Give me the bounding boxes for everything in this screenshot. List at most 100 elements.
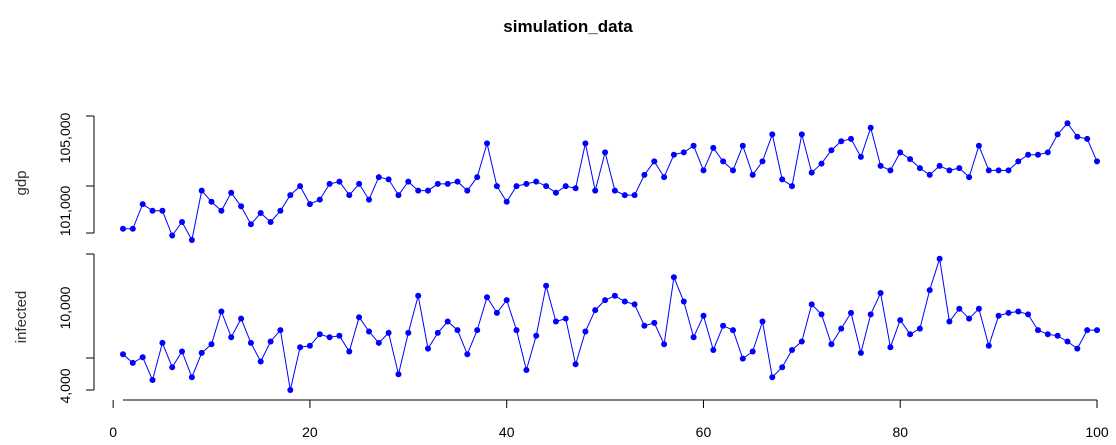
infected-point bbox=[680, 298, 687, 305]
infected-point bbox=[975, 305, 982, 312]
gdp-point bbox=[720, 158, 727, 165]
gdp-point bbox=[975, 142, 982, 149]
infected-y-tick-label-low: 4,000 bbox=[57, 368, 73, 403]
infected-point bbox=[159, 339, 166, 346]
gdp-point bbox=[297, 183, 304, 190]
gdp-point bbox=[1074, 133, 1081, 140]
infected-point bbox=[730, 327, 736, 334]
infected-point bbox=[198, 349, 205, 356]
infected-point bbox=[690, 334, 697, 341]
gdp-point bbox=[543, 183, 550, 190]
gdp-point bbox=[916, 165, 923, 172]
gdp-y-tick-label-low: 101,000 bbox=[57, 185, 73, 236]
infected-y-tick-label-high: 10,000 bbox=[57, 286, 73, 329]
infected-point bbox=[385, 329, 392, 336]
gdp-point bbox=[769, 131, 776, 138]
infected-point bbox=[454, 327, 461, 334]
infected-point bbox=[985, 342, 992, 349]
gdp-point bbox=[208, 198, 215, 205]
gdp-point bbox=[247, 221, 254, 228]
gdp-point bbox=[818, 160, 825, 167]
infected-point bbox=[966, 315, 973, 322]
infected-point bbox=[798, 338, 805, 345]
infected-point bbox=[1064, 338, 1071, 345]
gdp-point bbox=[670, 151, 677, 158]
infected-point bbox=[651, 319, 658, 326]
infected-point bbox=[907, 331, 914, 338]
infected-point bbox=[848, 309, 854, 316]
infected-point bbox=[562, 315, 569, 322]
infected-point bbox=[129, 359, 136, 366]
gdp-point bbox=[828, 147, 835, 154]
gdp-point bbox=[887, 167, 894, 174]
infected-point bbox=[464, 351, 471, 358]
infected-point bbox=[503, 297, 510, 304]
gdp-point bbox=[415, 187, 422, 194]
infected-point bbox=[179, 348, 185, 355]
gdp-point bbox=[425, 187, 431, 194]
infected-point bbox=[336, 332, 343, 339]
infected-point bbox=[749, 348, 756, 355]
gdp-series bbox=[120, 120, 1100, 243]
infected-point bbox=[395, 371, 402, 378]
gdp-point bbox=[808, 169, 815, 176]
infected-point bbox=[208, 341, 215, 348]
gdp-point bbox=[798, 131, 805, 138]
infected-series-line bbox=[122, 258, 1097, 391]
gdp-point bbox=[1084, 135, 1091, 142]
infected-point bbox=[425, 345, 431, 352]
x-ticks: 0 20 40 60 80 100 bbox=[109, 400, 1109, 440]
infected-point bbox=[838, 325, 845, 332]
x-tick-label: 60 bbox=[696, 424, 712, 440]
infected-point bbox=[946, 318, 953, 325]
infected-point bbox=[188, 374, 195, 381]
gdp-point bbox=[602, 149, 609, 156]
infected-point bbox=[228, 334, 235, 341]
gdp-point bbox=[484, 140, 490, 147]
infected-point bbox=[1094, 327, 1100, 334]
gdp-point bbox=[228, 189, 235, 196]
gdp-point bbox=[995, 167, 1002, 174]
gdp-point bbox=[641, 171, 648, 178]
infected-point bbox=[897, 317, 904, 324]
infected-point bbox=[936, 255, 943, 262]
infected-point bbox=[769, 374, 776, 381]
gdp-point bbox=[434, 180, 441, 187]
gdp-point bbox=[346, 192, 353, 199]
infected-point bbox=[818, 311, 825, 318]
infected-point bbox=[808, 301, 815, 308]
infected-point bbox=[710, 347, 717, 353]
gdp-point bbox=[857, 153, 864, 160]
gdp-point bbox=[257, 210, 264, 216]
gdp-point bbox=[730, 167, 736, 174]
gdp-point bbox=[356, 180, 363, 187]
gdp-point bbox=[375, 174, 382, 181]
gdp-point bbox=[946, 167, 953, 174]
infected-point bbox=[1015, 308, 1022, 315]
infected-point bbox=[552, 318, 559, 325]
infected-point bbox=[1025, 311, 1032, 318]
infected-point bbox=[582, 328, 589, 335]
infected-point bbox=[366, 328, 372, 335]
gdp-y-axis-label: gdp bbox=[13, 170, 30, 195]
infected-point bbox=[956, 305, 963, 312]
gdp-point bbox=[464, 187, 471, 194]
gdp-point bbox=[867, 124, 874, 131]
gdp-point bbox=[749, 171, 756, 178]
infected-point bbox=[287, 387, 294, 393]
infected-point bbox=[356, 314, 363, 321]
infected-y-axis-label: infected bbox=[13, 291, 30, 344]
gdp-point bbox=[1015, 158, 1022, 165]
infected-series bbox=[120, 255, 1100, 393]
infected-point bbox=[375, 339, 382, 346]
infected-point bbox=[995, 312, 1002, 319]
infected-point bbox=[149, 377, 156, 383]
infected-point bbox=[621, 298, 628, 305]
gdp-point bbox=[779, 176, 786, 183]
gdp-point bbox=[1005, 167, 1012, 174]
gdp-point bbox=[552, 189, 559, 196]
infected-point bbox=[257, 358, 264, 365]
infected-point bbox=[789, 347, 795, 353]
gdp-point bbox=[395, 192, 402, 199]
